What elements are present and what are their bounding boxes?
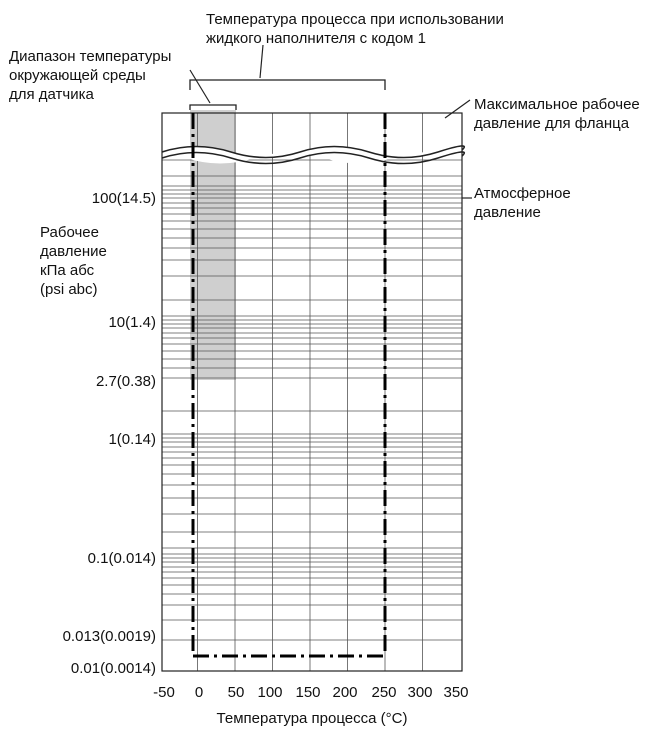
process-temp-leader — [259, 44, 264, 79]
axis-break-lower-wave — [161, 151, 466, 165]
ambient-label-line2: окружающей среды — [9, 67, 146, 84]
plot-border — [161, 112, 463, 672]
max-pressure-leader — [444, 99, 471, 119]
y-axis-label-line4: (psi abc) — [40, 281, 98, 298]
x-tick-label: 350 — [443, 684, 468, 701]
ambient-label-line1: Диапазон температуры — [9, 48, 171, 65]
y-tick-label: 2.7(0.38) — [96, 373, 156, 390]
ambient-bracket — [189, 104, 237, 110]
y-tick-label: 10(1.4) — [108, 314, 156, 331]
atmospheric-label-line1: Атмосферное — [474, 185, 571, 202]
grid-horizontal-lines — [162, 159, 462, 641]
ambient-label-line3: для датчика — [9, 86, 95, 103]
process-temp-bracket — [189, 79, 386, 90]
x-tick-label: 0 — [195, 684, 203, 701]
max-pressure-label-line2: давление для фланца — [474, 115, 630, 132]
x-tick-label: 300 — [407, 684, 432, 701]
y-axis-label-line3: кПа абс — [40, 262, 95, 279]
process-temp-label-line1: Температура процесса при использовании — [206, 11, 504, 28]
max-pressure-label-line1: Максимальное рабочее — [474, 96, 640, 113]
y-axis-label-line1: Рабочее — [40, 224, 99, 241]
axis-break-upper-wave — [161, 145, 466, 159]
y-tick-label: 100(14.5) — [92, 190, 156, 207]
atmospheric-label-line2: давление — [474, 204, 541, 221]
x-axis-label: Температура процесса (°C) — [217, 710, 408, 727]
y-tick-label: 0.01(0.0014) — [71, 660, 156, 677]
y-tick-label: 1(0.14) — [108, 431, 156, 448]
x-tick-label: 200 — [332, 684, 357, 701]
ambient-leader — [189, 69, 211, 104]
y-axis-tick-labels: 100(14.5) 10(1.4) 2.7(0.38) 1(0.14) 0.1(0.01… — [63, 190, 156, 677]
x-axis-tick-labels: -50 0 50 100 150 200 250 300 350 — [153, 684, 468, 701]
process-temp-label-line2: жидкого наполнителя с кодом 1 — [206, 30, 426, 47]
x-tick-label: -50 — [153, 684, 175, 701]
y-tick-label: 0.013(0.0019) — [63, 628, 156, 645]
x-tick-label: 150 — [295, 684, 320, 701]
y-axis-label-line2: давление — [40, 243, 107, 260]
x-tick-label: 100 — [257, 684, 282, 701]
x-tick-label: 250 — [371, 684, 396, 701]
x-tick-label: 50 — [228, 684, 245, 701]
y-tick-label: 0.1(0.014) — [88, 550, 156, 567]
